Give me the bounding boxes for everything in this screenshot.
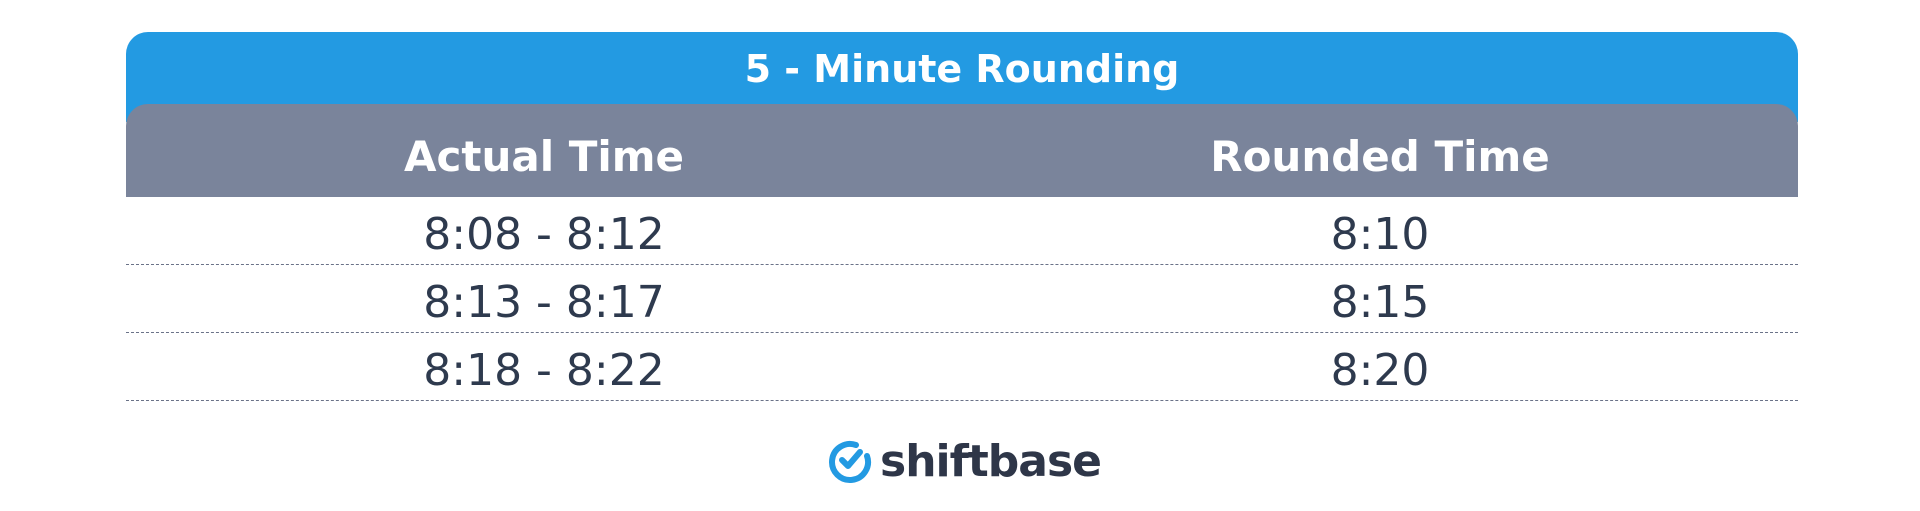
table-row: 8:13 - 8:17 8:15 xyxy=(126,265,1798,333)
table-row: 8:08 - 8:12 8:10 xyxy=(126,197,1798,265)
column-header-rounded: Rounded Time xyxy=(1210,132,1550,181)
shiftbase-logo: shiftbase xyxy=(828,436,1102,487)
rounded-time-cell: 8:10 xyxy=(1330,209,1430,260)
clock-check-icon xyxy=(829,440,871,483)
rounding-table: 5 - Minute Rounding Actual Time Rounded … xyxy=(126,32,1798,401)
column-header-actual: Actual Time xyxy=(403,132,685,181)
table-row: 8:18 - 8:22 8:20 xyxy=(126,333,1798,401)
table-header: Actual Time Rounded Time xyxy=(126,104,1798,197)
actual-time-cell: 8:08 - 8:12 xyxy=(423,209,665,260)
logo-text: shiftbase xyxy=(880,436,1102,487)
rounded-time-cell: 8:20 xyxy=(1330,345,1430,396)
rounded-time-cell: 8:15 xyxy=(1330,277,1430,328)
actual-time-cell: 8:13 - 8:17 xyxy=(423,277,665,328)
actual-time-cell: 8:18 - 8:22 xyxy=(423,345,665,396)
